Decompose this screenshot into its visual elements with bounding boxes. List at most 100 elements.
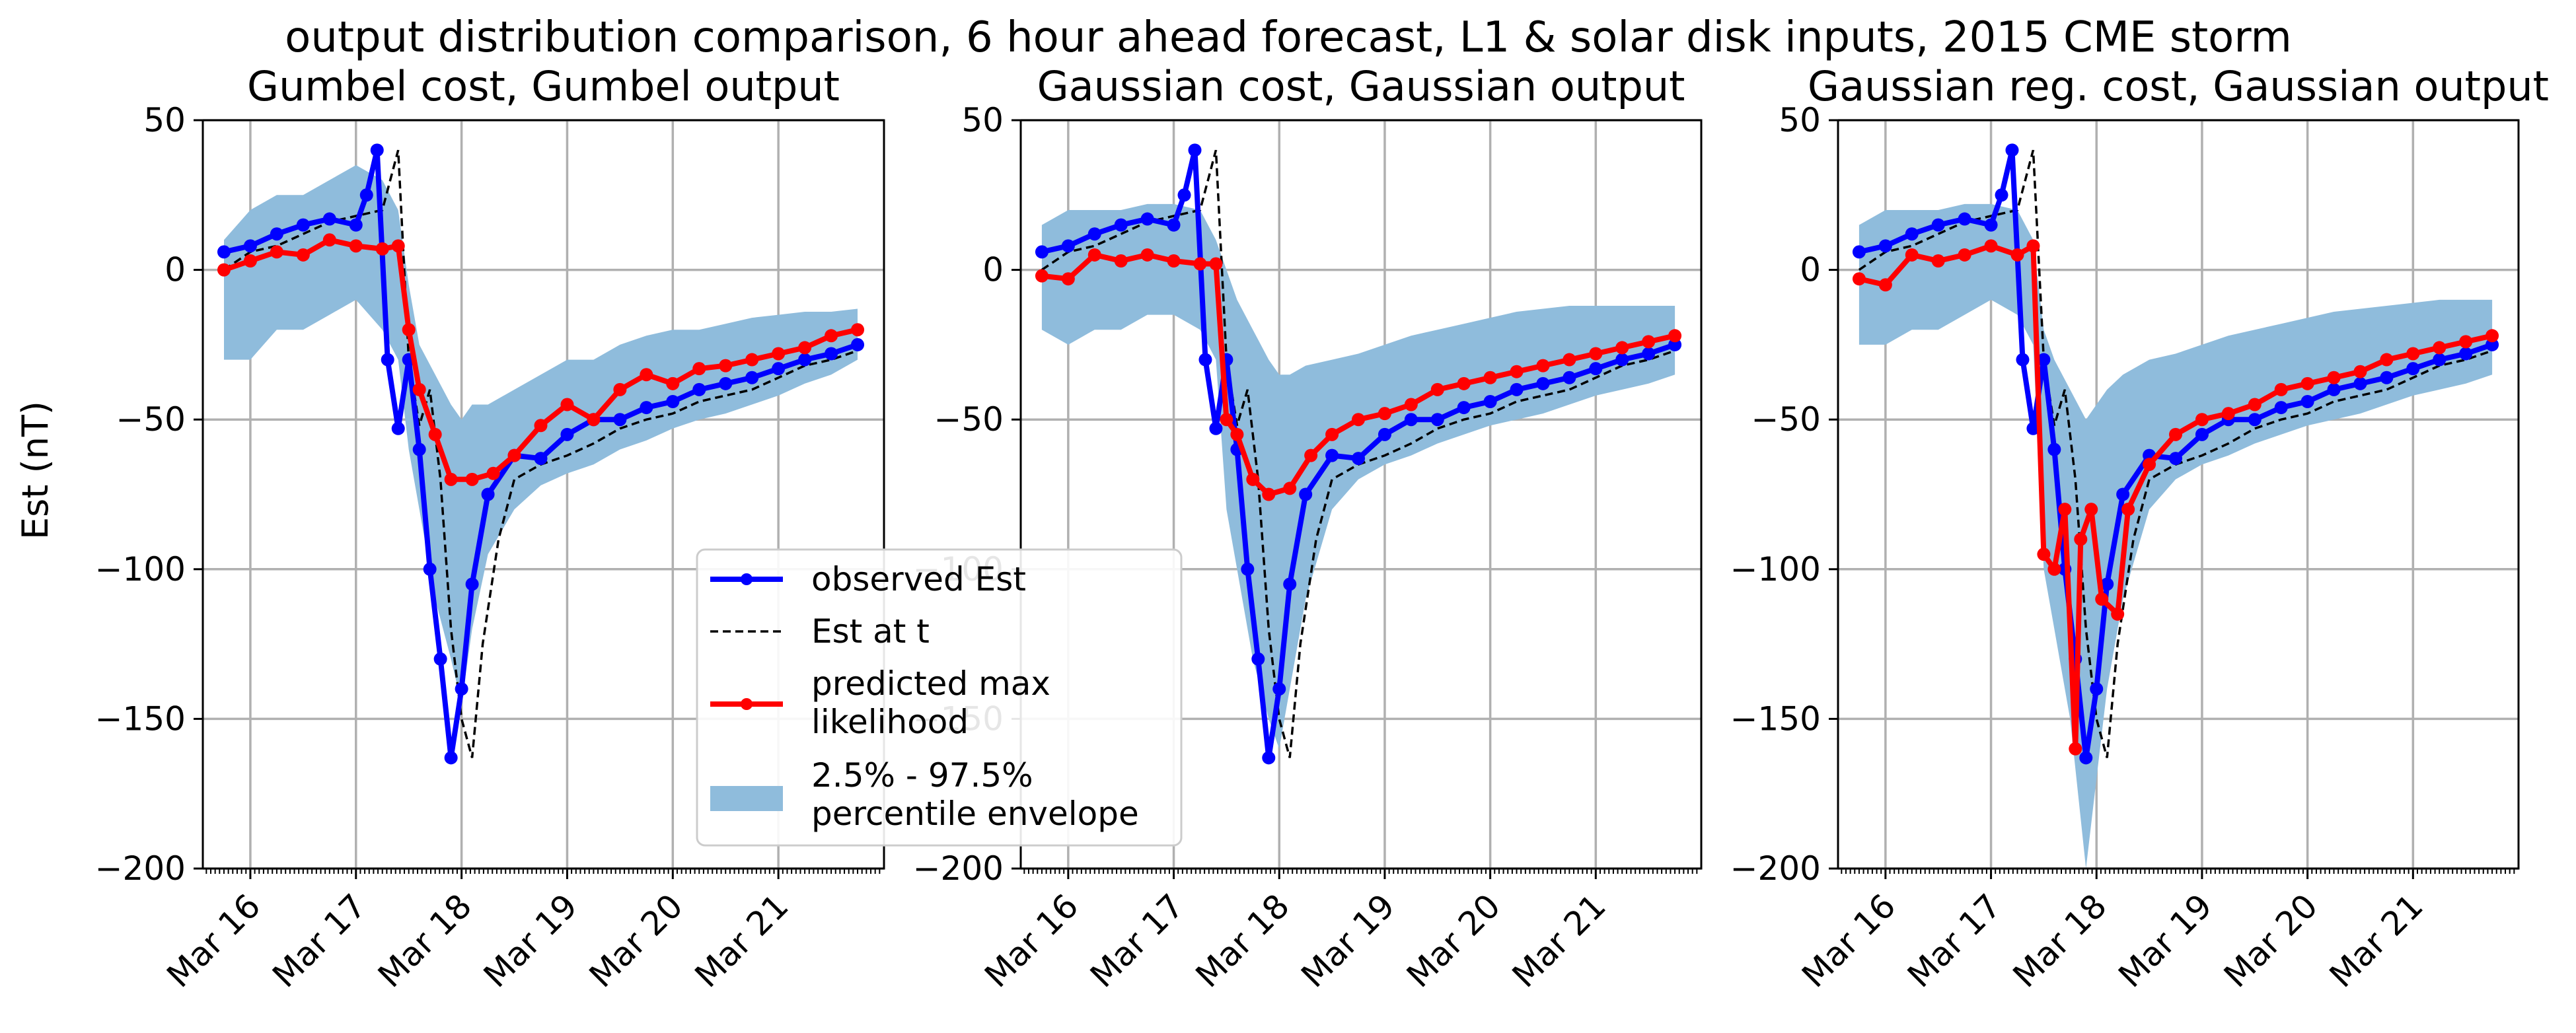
observed-point	[2433, 353, 2447, 367]
est-at-t-line	[1858, 149, 2493, 758]
legend-envelope-swatch	[710, 786, 783, 811]
predicted-point	[1457, 376, 1471, 390]
predicted-point	[486, 466, 500, 480]
predicted-point	[560, 398, 574, 411]
observed-point	[370, 143, 384, 157]
observed-point	[1061, 239, 1075, 253]
predicted-point	[1615, 341, 1629, 355]
observed-point	[455, 682, 468, 696]
y-tick-label: −200	[95, 849, 186, 888]
predicted-point	[2485, 329, 2499, 343]
observed-point	[2353, 376, 2367, 390]
legend-predicted-label-2: likelihood	[811, 703, 969, 741]
observed-point	[1272, 682, 1286, 696]
observed-point	[2248, 413, 2262, 427]
legend-observed-marker	[741, 573, 753, 585]
predicted-point	[1878, 278, 1892, 292]
x-tick-label: Mar 17	[1083, 886, 1191, 995]
predicted-point	[1246, 472, 1260, 486]
observed-point	[560, 427, 574, 441]
predicted-point	[2095, 592, 2109, 606]
observed-point	[444, 751, 458, 765]
predicted-point	[1325, 427, 1339, 441]
observed-point	[719, 376, 733, 390]
y-tick-label: −200	[913, 849, 1004, 888]
predicted-point	[1510, 365, 1524, 378]
observed-point	[1615, 353, 1629, 367]
predicted-point	[243, 254, 257, 268]
x-tick-label: Mar 19	[2111, 886, 2219, 995]
observed-point	[296, 218, 310, 232]
observed-point	[1177, 188, 1191, 202]
predicted-point	[1352, 413, 1366, 427]
x-tick-label: Mar 19	[1294, 886, 1402, 995]
observed-point	[2459, 347, 2473, 361]
observed-point	[2274, 401, 2288, 415]
observed-point	[1995, 188, 2008, 202]
predicted-point	[2121, 503, 2135, 516]
observed-point	[1457, 401, 1471, 415]
observed-point	[1251, 652, 1265, 666]
legend-envelope-label-2: percentile envelope	[811, 795, 1139, 833]
observed-point	[1589, 362, 1603, 376]
observed-point	[1188, 143, 1202, 157]
predicted-point	[2195, 413, 2209, 427]
predicted-point	[2074, 532, 2088, 546]
predicted-point	[1378, 407, 1391, 421]
x-tick-label: Mar 18	[2006, 886, 2114, 995]
predicted-point	[1167, 254, 1181, 268]
predicted-point	[1262, 487, 1276, 501]
observed-point	[1262, 751, 1276, 765]
x-tick-label: Mar 19	[476, 886, 585, 995]
predicted-point	[2221, 407, 2235, 421]
predicted-point	[666, 376, 680, 390]
predicted-point	[1958, 248, 1971, 262]
x-tick-label: Mar 20	[2217, 886, 2325, 995]
observed-point	[1958, 212, 1971, 226]
plot-frame	[1019, 119, 1703, 870]
x-tick-label: Mar 21	[2322, 886, 2431, 995]
plot-area	[1035, 143, 1682, 765]
predicted-point	[587, 413, 601, 427]
x-tick-label: Mar 20	[1399, 886, 1508, 995]
y-axis-label: Est (nT)	[15, 401, 56, 540]
predicted-point	[2433, 341, 2447, 355]
observed-point	[1087, 227, 1101, 241]
predicted-point	[1536, 359, 1550, 373]
predicted-point	[1087, 248, 1101, 262]
predicted-point	[745, 353, 759, 367]
observed-point	[2026, 421, 2040, 435]
predicted-point	[2047, 562, 2061, 576]
predicted-point	[1984, 239, 1998, 253]
plot-area	[217, 143, 865, 765]
plot-area	[1852, 143, 2499, 869]
predicted-point	[270, 245, 283, 259]
observed-point	[613, 413, 627, 427]
observed-point	[1642, 347, 1656, 361]
legend-observed-label: observed Est	[811, 560, 1026, 598]
predicted-point	[2143, 458, 2156, 472]
predicted-point	[692, 362, 706, 376]
legend-frame	[696, 548, 1183, 847]
predicted-point	[2026, 239, 2040, 253]
x-tick-label: Mar 18	[371, 886, 479, 995]
predicted-point	[1209, 257, 1223, 271]
est-at-t-line	[1041, 149, 1675, 758]
observed-point	[534, 452, 548, 466]
observed-point	[1299, 487, 1313, 501]
observed-point	[1167, 218, 1181, 232]
y-tick-label: −50	[934, 400, 1004, 439]
observed-point	[270, 227, 283, 241]
observed-point	[692, 382, 706, 396]
observed-point	[2300, 395, 2314, 409]
y-tick-label: 50	[1779, 101, 1821, 139]
predicted-point	[1061, 272, 1075, 286]
legend: observed Est Est at t predicted max like…	[696, 548, 1183, 847]
predicted-point	[1220, 413, 1233, 427]
observed-point	[2380, 371, 2394, 384]
predicted-point	[2169, 427, 2183, 441]
observed-point	[772, 362, 786, 376]
x-tick-label: Mar 21	[688, 886, 796, 995]
